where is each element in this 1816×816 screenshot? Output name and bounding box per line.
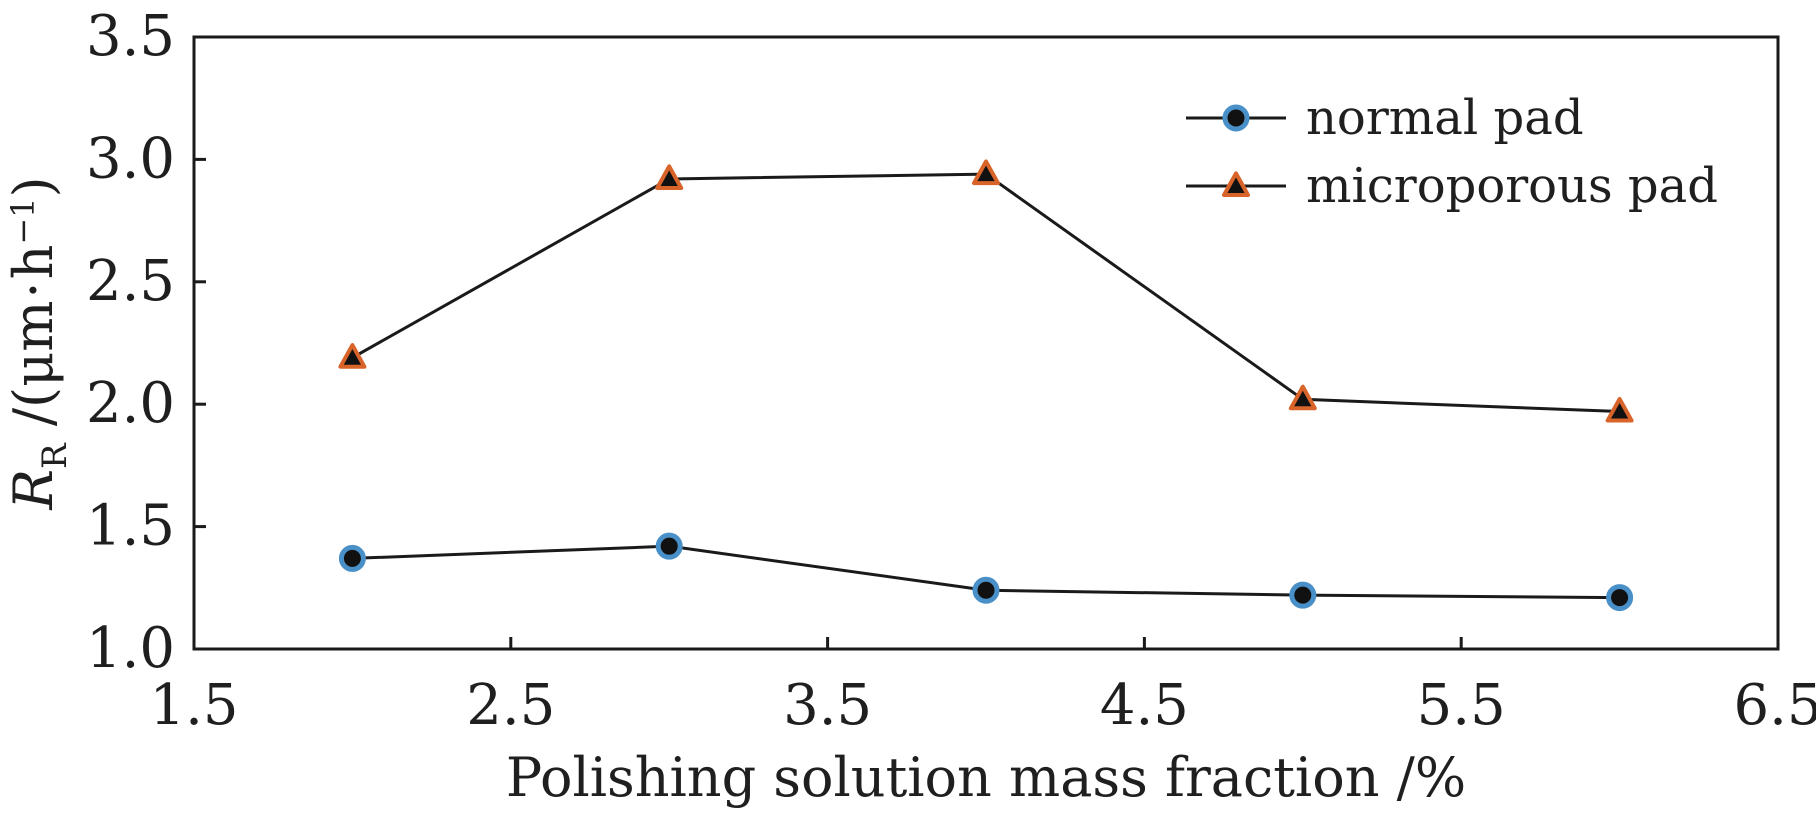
- legend-label: normal pad: [1306, 90, 1584, 146]
- legend-item-microporous-pad: microporous pad: [1186, 158, 1718, 214]
- y-axis-title: RR /(μm ·h−1): [2, 176, 75, 510]
- y-axis-title-units-dot: ·: [2, 281, 65, 298]
- legend-label: microporous pad: [1306, 158, 1718, 214]
- y-axis-title-units-prefix: /(μm: [2, 301, 65, 444]
- data-point-normal-pad: [1289, 581, 1317, 609]
- data-point-normal-pad: [338, 544, 366, 572]
- axes-group: 1.5 2.5 3.5 4.5 5.5 6.51.01.52.02.53.03.5: [86, 4, 1816, 738]
- y-tick-label: 2.0: [86, 371, 175, 436]
- y-axis-title-units-h: h: [2, 245, 65, 280]
- x-tick-label: 5.5: [1417, 673, 1506, 738]
- x-tick-label: 6.5: [1733, 673, 1816, 738]
- y-axis-title-units-suffix: ): [2, 176, 65, 197]
- series-microporous-pad: [338, 159, 1634, 423]
- y-tick-label: 1.0: [86, 616, 175, 681]
- y-tick-label: 1.5: [86, 494, 175, 559]
- data-point-normal-pad: [972, 576, 1000, 604]
- x-tick-label: 3.5: [783, 673, 872, 738]
- y-tick-label: 3.0: [86, 126, 175, 191]
- legend: normal pad microporous pad: [1186, 90, 1718, 214]
- y-axis-title-units-superscript: −1: [4, 197, 42, 244]
- y-tick-label: 3.5: [86, 4, 175, 69]
- series-group: [338, 159, 1634, 612]
- data-point-microporous-pad: [972, 159, 1000, 186]
- x-tick-label: 2.5: [466, 673, 555, 738]
- y-axis-title-subscript: R: [35, 442, 75, 469]
- data-point-microporous-pad: [655, 164, 684, 190]
- x-axis-title: Polishing solution mass fraction /%: [506, 746, 1466, 809]
- y-axis-title-main: R: [2, 469, 65, 511]
- y-tick-label: 2.5: [86, 249, 175, 314]
- series-normal-pad: [338, 532, 1634, 612]
- x-tick-label: 1.5: [149, 673, 238, 738]
- legend-marker: [1222, 171, 1250, 197]
- data-point-normal-pad: [655, 532, 683, 560]
- data-point-normal-pad: [1606, 584, 1634, 612]
- legend-item-normal-pad: normal pad: [1186, 90, 1584, 146]
- x-tick-label: 4.5: [1100, 673, 1189, 738]
- data-point-microporous-pad: [1605, 396, 1634, 423]
- data-point-microporous-pad: [1288, 384, 1317, 411]
- plot-frame: [192, 35, 1780, 651]
- data-point-microporous-pad: [338, 343, 367, 369]
- legend-marker: [1222, 104, 1250, 132]
